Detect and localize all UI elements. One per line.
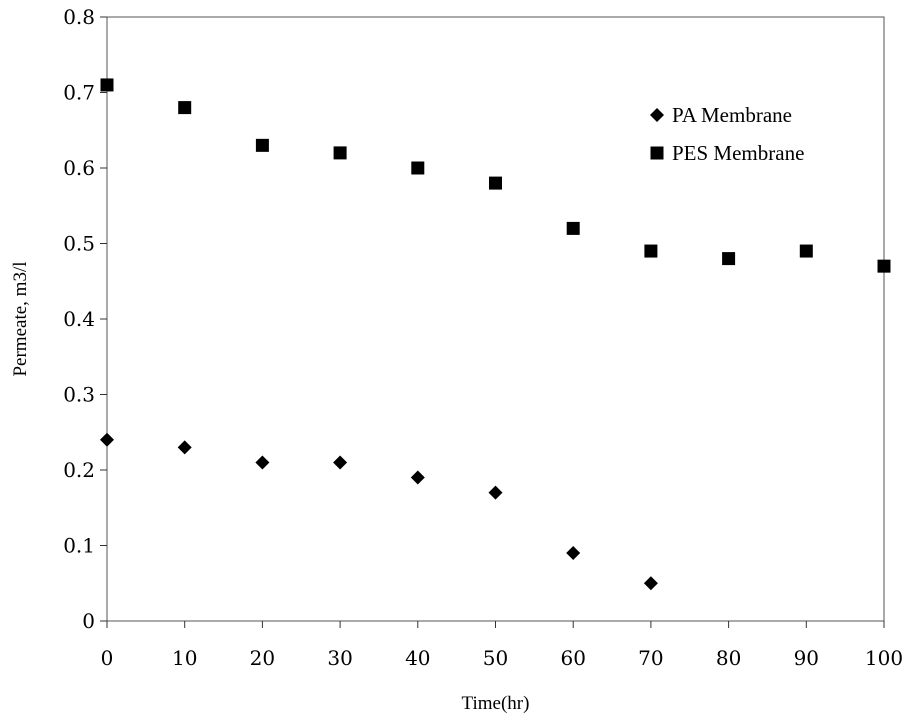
- x-tick-label: 80: [716, 646, 741, 670]
- x-axis-ticks: 0 10 20 30 40 50 60 70 80 90 100: [101, 621, 903, 670]
- x-tick-label: 40: [405, 646, 430, 670]
- pes-data-point: [489, 176, 502, 190]
- x-tick-label: 70: [638, 646, 663, 670]
- pa-data-point: [488, 485, 503, 500]
- pa-data-point: [333, 455, 348, 470]
- pa-data-point: [410, 470, 425, 485]
- pes-data-point: [799, 244, 813, 258]
- legend-marker-pes: [650, 146, 664, 160]
- x-tick-label: 60: [560, 646, 585, 670]
- legend-marker-pa: [650, 108, 664, 122]
- legend-label: PA Membrane: [672, 103, 792, 127]
- x-tick-label: 10: [172, 646, 197, 670]
- legend-label: PES Membrane: [672, 141, 804, 165]
- x-tick-label: 30: [327, 646, 352, 670]
- legend: PA Membrane PES Membrane: [650, 103, 804, 165]
- x-axis-title: Time(hr): [462, 693, 530, 714]
- x-tick-label: 20: [250, 646, 275, 670]
- y-axis-title: Permeate, m3/l: [10, 261, 31, 376]
- y-tick-label: 0.3: [63, 383, 95, 407]
- pa-data-point: [177, 440, 192, 455]
- pes-data-point: [877, 259, 891, 273]
- pes-data-point: [566, 221, 580, 235]
- pes-data-point: [178, 101, 192, 115]
- series-pes-membrane: [100, 78, 891, 273]
- pes-data-point: [100, 78, 114, 92]
- pa-data-point: [100, 432, 114, 447]
- y-axis-ticks: 0 0.1 0.2 0.3 0.4 0.5 0.6 0.7 0.8: [63, 5, 107, 633]
- x-tick-label: 100: [865, 646, 903, 670]
- x-tick-label: 50: [483, 646, 508, 670]
- pes-data-point: [411, 161, 425, 175]
- pes-data-point: [722, 252, 736, 266]
- pes-data-point: [644, 244, 658, 258]
- x-tick-label: 90: [794, 646, 819, 670]
- series-pa-membrane: [100, 432, 658, 591]
- pa-data-point: [566, 546, 581, 561]
- pa-data-point: [643, 576, 658, 591]
- series-layer: [100, 78, 891, 591]
- x-tick-label: 0: [101, 646, 114, 670]
- pes-data-point: [255, 138, 269, 152]
- pes-data-point: [333, 146, 347, 160]
- y-tick-label: 0.7: [63, 81, 95, 105]
- y-tick-label: 0: [82, 609, 95, 633]
- y-tick-label: 0.8: [63, 5, 95, 29]
- y-tick-label: 0.6: [63, 156, 95, 180]
- pa-data-point: [255, 455, 270, 470]
- y-tick-label: 0.5: [63, 232, 95, 256]
- y-tick-label: 0.2: [63, 458, 95, 482]
- y-tick-label: 0.4: [63, 307, 95, 331]
- y-tick-label: 0.1: [63, 534, 95, 558]
